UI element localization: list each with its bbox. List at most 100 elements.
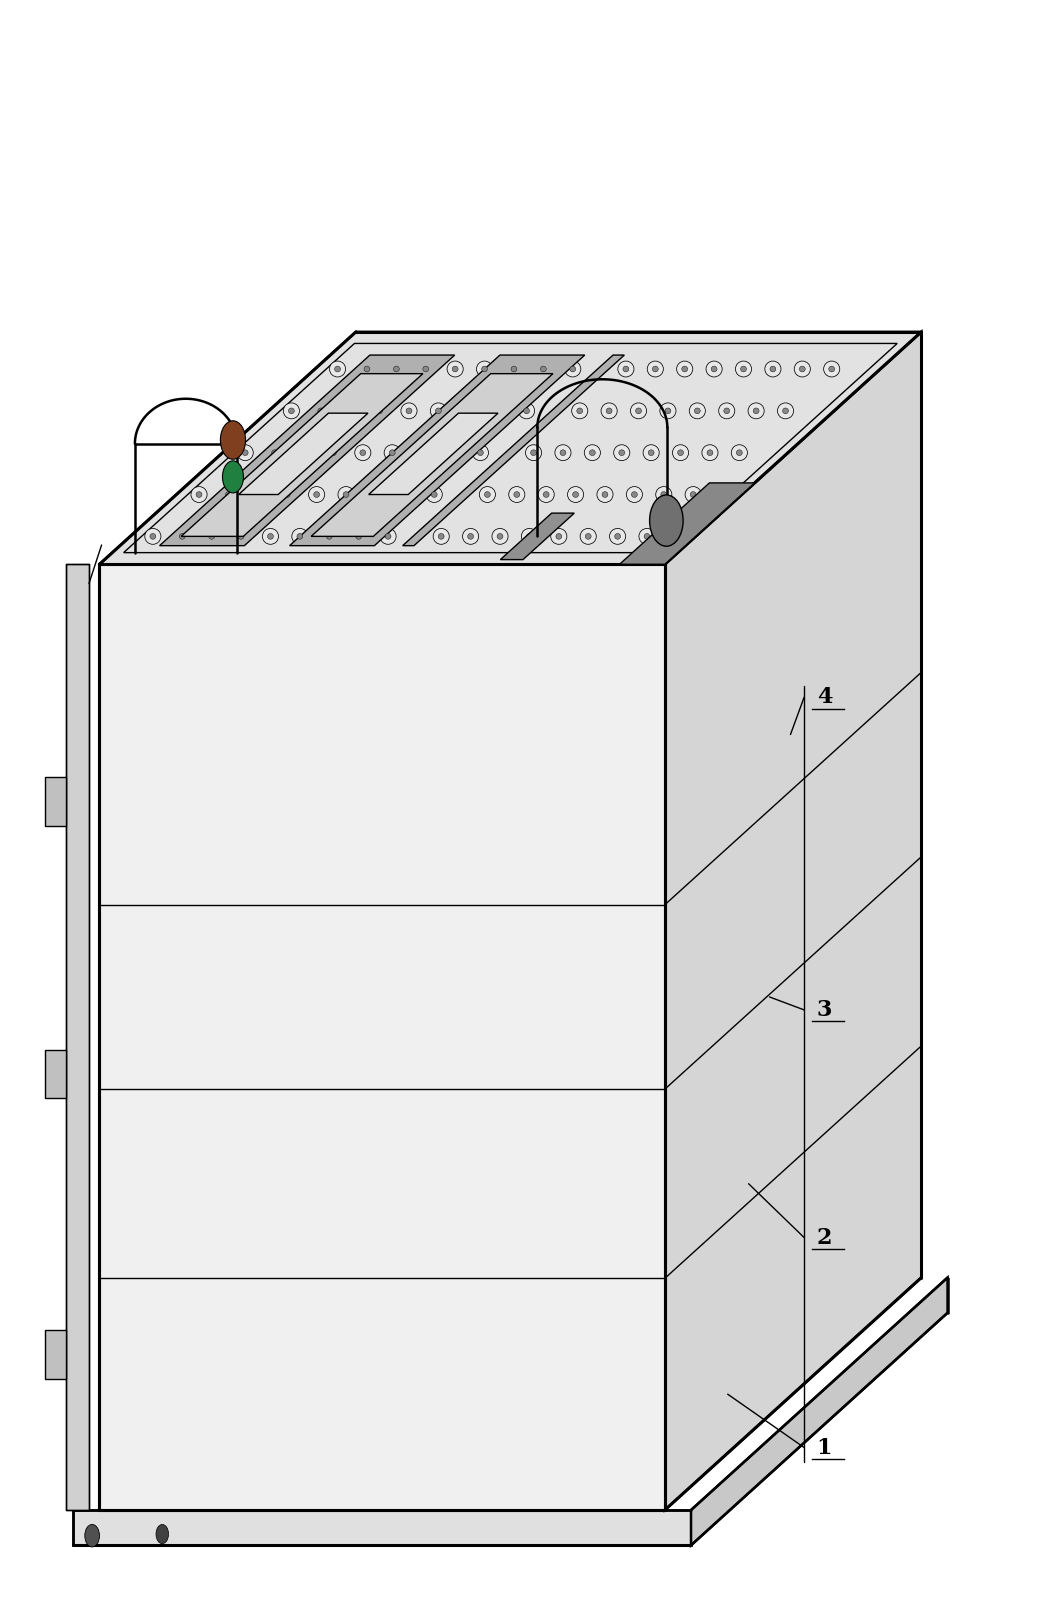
Ellipse shape [321, 529, 337, 545]
Ellipse shape [665, 409, 671, 414]
Ellipse shape [284, 402, 299, 418]
Ellipse shape [567, 487, 583, 502]
Ellipse shape [443, 444, 459, 460]
Text: 1: 1 [817, 1436, 832, 1459]
Ellipse shape [271, 450, 277, 455]
Ellipse shape [677, 450, 684, 455]
Ellipse shape [331, 450, 336, 455]
Ellipse shape [572, 402, 587, 418]
Polygon shape [665, 332, 921, 1510]
Ellipse shape [660, 402, 676, 418]
Ellipse shape [639, 529, 655, 545]
Polygon shape [73, 1510, 691, 1545]
Ellipse shape [480, 487, 495, 502]
Ellipse shape [191, 487, 207, 502]
Ellipse shape [644, 534, 650, 539]
Ellipse shape [452, 365, 459, 372]
Ellipse shape [318, 409, 324, 414]
Ellipse shape [497, 534, 503, 539]
Ellipse shape [652, 365, 659, 372]
Ellipse shape [799, 365, 805, 372]
Ellipse shape [551, 529, 566, 545]
Ellipse shape [648, 450, 654, 455]
Ellipse shape [355, 444, 371, 460]
Ellipse shape [597, 487, 614, 502]
Ellipse shape [414, 444, 429, 460]
Ellipse shape [707, 450, 713, 455]
Ellipse shape [623, 365, 629, 372]
Ellipse shape [609, 529, 626, 545]
Ellipse shape [436, 409, 442, 414]
Ellipse shape [829, 365, 834, 372]
Ellipse shape [225, 492, 231, 497]
Polygon shape [369, 414, 498, 495]
Ellipse shape [655, 487, 672, 502]
Ellipse shape [419, 450, 424, 455]
Ellipse shape [706, 361, 722, 377]
Circle shape [222, 462, 243, 494]
Ellipse shape [540, 365, 547, 372]
Polygon shape [45, 1050, 66, 1098]
Ellipse shape [179, 534, 185, 539]
Ellipse shape [406, 409, 411, 414]
Ellipse shape [560, 450, 565, 455]
Ellipse shape [492, 529, 508, 545]
Ellipse shape [296, 444, 312, 460]
Ellipse shape [748, 402, 764, 418]
Polygon shape [630, 513, 705, 559]
Polygon shape [66, 564, 89, 1510]
Ellipse shape [373, 492, 378, 497]
Ellipse shape [643, 444, 660, 460]
Ellipse shape [238, 534, 244, 539]
Ellipse shape [509, 487, 525, 502]
Ellipse shape [682, 365, 688, 372]
Ellipse shape [661, 492, 667, 497]
Ellipse shape [477, 450, 484, 455]
Polygon shape [620, 483, 755, 564]
Polygon shape [181, 373, 423, 537]
Ellipse shape [753, 409, 759, 414]
Ellipse shape [723, 409, 730, 414]
Circle shape [649, 495, 683, 547]
Ellipse shape [439, 534, 444, 539]
Ellipse shape [313, 402, 329, 418]
Ellipse shape [360, 450, 365, 455]
Ellipse shape [465, 409, 471, 414]
Ellipse shape [401, 402, 417, 418]
Ellipse shape [144, 529, 161, 545]
Ellipse shape [384, 444, 400, 460]
Ellipse shape [356, 534, 361, 539]
Ellipse shape [402, 492, 407, 497]
Ellipse shape [150, 534, 156, 539]
Ellipse shape [351, 529, 366, 545]
Text: 2: 2 [817, 1226, 832, 1249]
Ellipse shape [485, 492, 490, 497]
Ellipse shape [631, 492, 638, 497]
Circle shape [156, 1524, 169, 1544]
Ellipse shape [280, 487, 295, 502]
Ellipse shape [614, 444, 630, 460]
Ellipse shape [372, 402, 387, 418]
Ellipse shape [433, 529, 449, 545]
Polygon shape [403, 354, 624, 545]
Ellipse shape [718, 402, 735, 418]
Ellipse shape [795, 361, 810, 377]
Ellipse shape [288, 409, 294, 414]
Ellipse shape [601, 402, 617, 418]
Ellipse shape [314, 492, 319, 497]
Ellipse shape [672, 444, 689, 460]
Ellipse shape [782, 409, 788, 414]
Ellipse shape [448, 450, 454, 455]
Ellipse shape [237, 444, 253, 460]
Ellipse shape [736, 450, 742, 455]
Ellipse shape [570, 365, 576, 372]
Ellipse shape [778, 402, 794, 418]
Ellipse shape [694, 409, 700, 414]
Polygon shape [311, 373, 553, 537]
Ellipse shape [342, 402, 358, 418]
Ellipse shape [460, 402, 475, 418]
Ellipse shape [359, 361, 375, 377]
Ellipse shape [447, 361, 463, 377]
Ellipse shape [267, 444, 283, 460]
Ellipse shape [602, 492, 608, 497]
